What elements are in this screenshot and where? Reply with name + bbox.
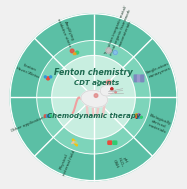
- FancyBboxPatch shape: [44, 115, 47, 117]
- Circle shape: [140, 116, 142, 118]
- Circle shape: [37, 40, 150, 154]
- FancyBboxPatch shape: [48, 115, 52, 117]
- FancyBboxPatch shape: [138, 75, 140, 82]
- FancyBboxPatch shape: [141, 75, 144, 82]
- Text: Amplifying
oxidative stress: Amplifying oxidative stress: [57, 16, 76, 48]
- Circle shape: [136, 116, 138, 118]
- Ellipse shape: [106, 80, 111, 84]
- Text: Fenton
Haver-Weiss: Fenton Haver-Weiss: [15, 61, 42, 79]
- Text: Single-atom
nanozymes: Single-atom nanozymes: [145, 61, 172, 79]
- Circle shape: [138, 116, 140, 118]
- Circle shape: [106, 48, 111, 53]
- Text: Chemodynamic therapy: Chemodynamic therapy: [47, 112, 140, 119]
- Circle shape: [44, 76, 46, 78]
- Text: Physical
external field: Physical external field: [57, 148, 76, 177]
- Circle shape: [138, 114, 140, 116]
- Text: Transition inorganic metal/
metal organic framework
nanomaterials: Transition inorganic metal/ metal organi…: [104, 5, 137, 59]
- FancyBboxPatch shape: [134, 75, 137, 82]
- Polygon shape: [71, 141, 75, 143]
- Ellipse shape: [100, 85, 114, 96]
- Circle shape: [115, 91, 116, 93]
- Circle shape: [113, 50, 117, 55]
- Circle shape: [76, 51, 79, 54]
- Ellipse shape: [107, 81, 110, 84]
- Circle shape: [50, 76, 52, 78]
- Circle shape: [47, 77, 50, 80]
- Circle shape: [111, 88, 113, 90]
- FancyBboxPatch shape: [46, 115, 50, 117]
- Circle shape: [94, 94, 98, 97]
- Ellipse shape: [81, 90, 108, 107]
- Circle shape: [136, 114, 138, 116]
- FancyBboxPatch shape: [113, 141, 117, 144]
- Circle shape: [52, 56, 135, 139]
- Text: CDT agents: CDT agents: [74, 80, 119, 86]
- FancyBboxPatch shape: [73, 53, 76, 55]
- Polygon shape: [75, 141, 78, 143]
- Text: Other applications: Other applications: [10, 115, 47, 133]
- Text: pH
H₂O₂
GSH: pH H₂O₂ GSH: [112, 155, 129, 170]
- FancyBboxPatch shape: [108, 141, 112, 144]
- Circle shape: [10, 14, 177, 181]
- Text: Fenton chemistry: Fenton chemistry: [54, 68, 133, 77]
- Text: Biologically
derived
materials: Biologically derived materials: [145, 113, 172, 135]
- Circle shape: [70, 49, 74, 53]
